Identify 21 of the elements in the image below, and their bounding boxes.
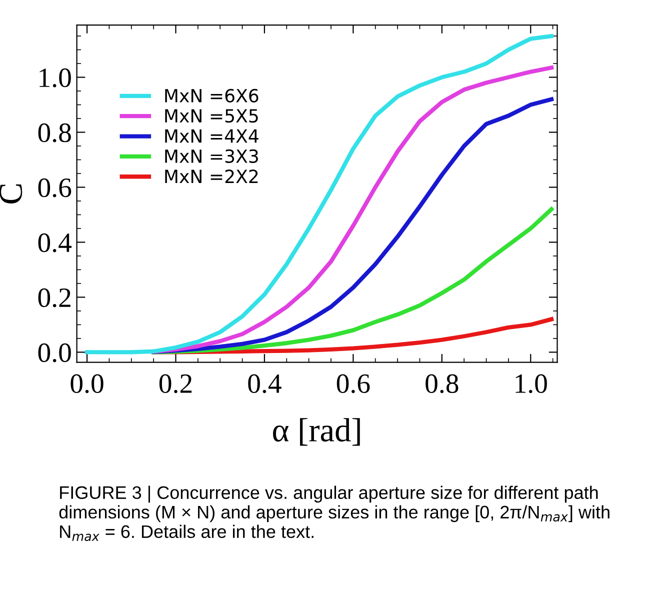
x-axis-title: α [rad] xyxy=(273,418,360,446)
y-tick-label: 0.2 xyxy=(38,288,70,308)
x-tick-label: 0.2 xyxy=(159,374,192,394)
legend-label: MxN =4X4 xyxy=(165,129,258,143)
x-tick-label: 1.0 xyxy=(516,374,547,394)
y-tick-label: 0.8 xyxy=(38,123,71,142)
y-tick-label: 0.0 xyxy=(38,343,71,362)
legend-label: MxN =5X5 xyxy=(165,109,258,123)
x-tick-label: 0.4 xyxy=(248,374,282,394)
x-tick-label: 0.8 xyxy=(426,374,458,394)
legend-label: MxN =3X3 xyxy=(165,149,258,164)
legend-label: MxN =6X6 xyxy=(165,88,258,102)
x-tick-label: 0.6 xyxy=(336,374,370,394)
y-axis-title: C xyxy=(0,184,22,204)
text: FIGURE 3 | Concurrence vs. angular aperture size for different path dimensions (M × N) and aperture sizes in the range [0, 2π/N$_{max}$] with N$_{max}$ = 6. Details are in the text. xyxy=(59,486,610,542)
y-tick-label: 1.0 xyxy=(40,68,71,88)
x-tick-label: 0.0 xyxy=(70,374,104,394)
line-series xyxy=(84,34,554,354)
y-tick-label: 0.6 xyxy=(38,178,72,198)
y-tick-label: 0.4 xyxy=(38,233,72,252)
legend-label: MxN =2X2 xyxy=(165,170,258,183)
